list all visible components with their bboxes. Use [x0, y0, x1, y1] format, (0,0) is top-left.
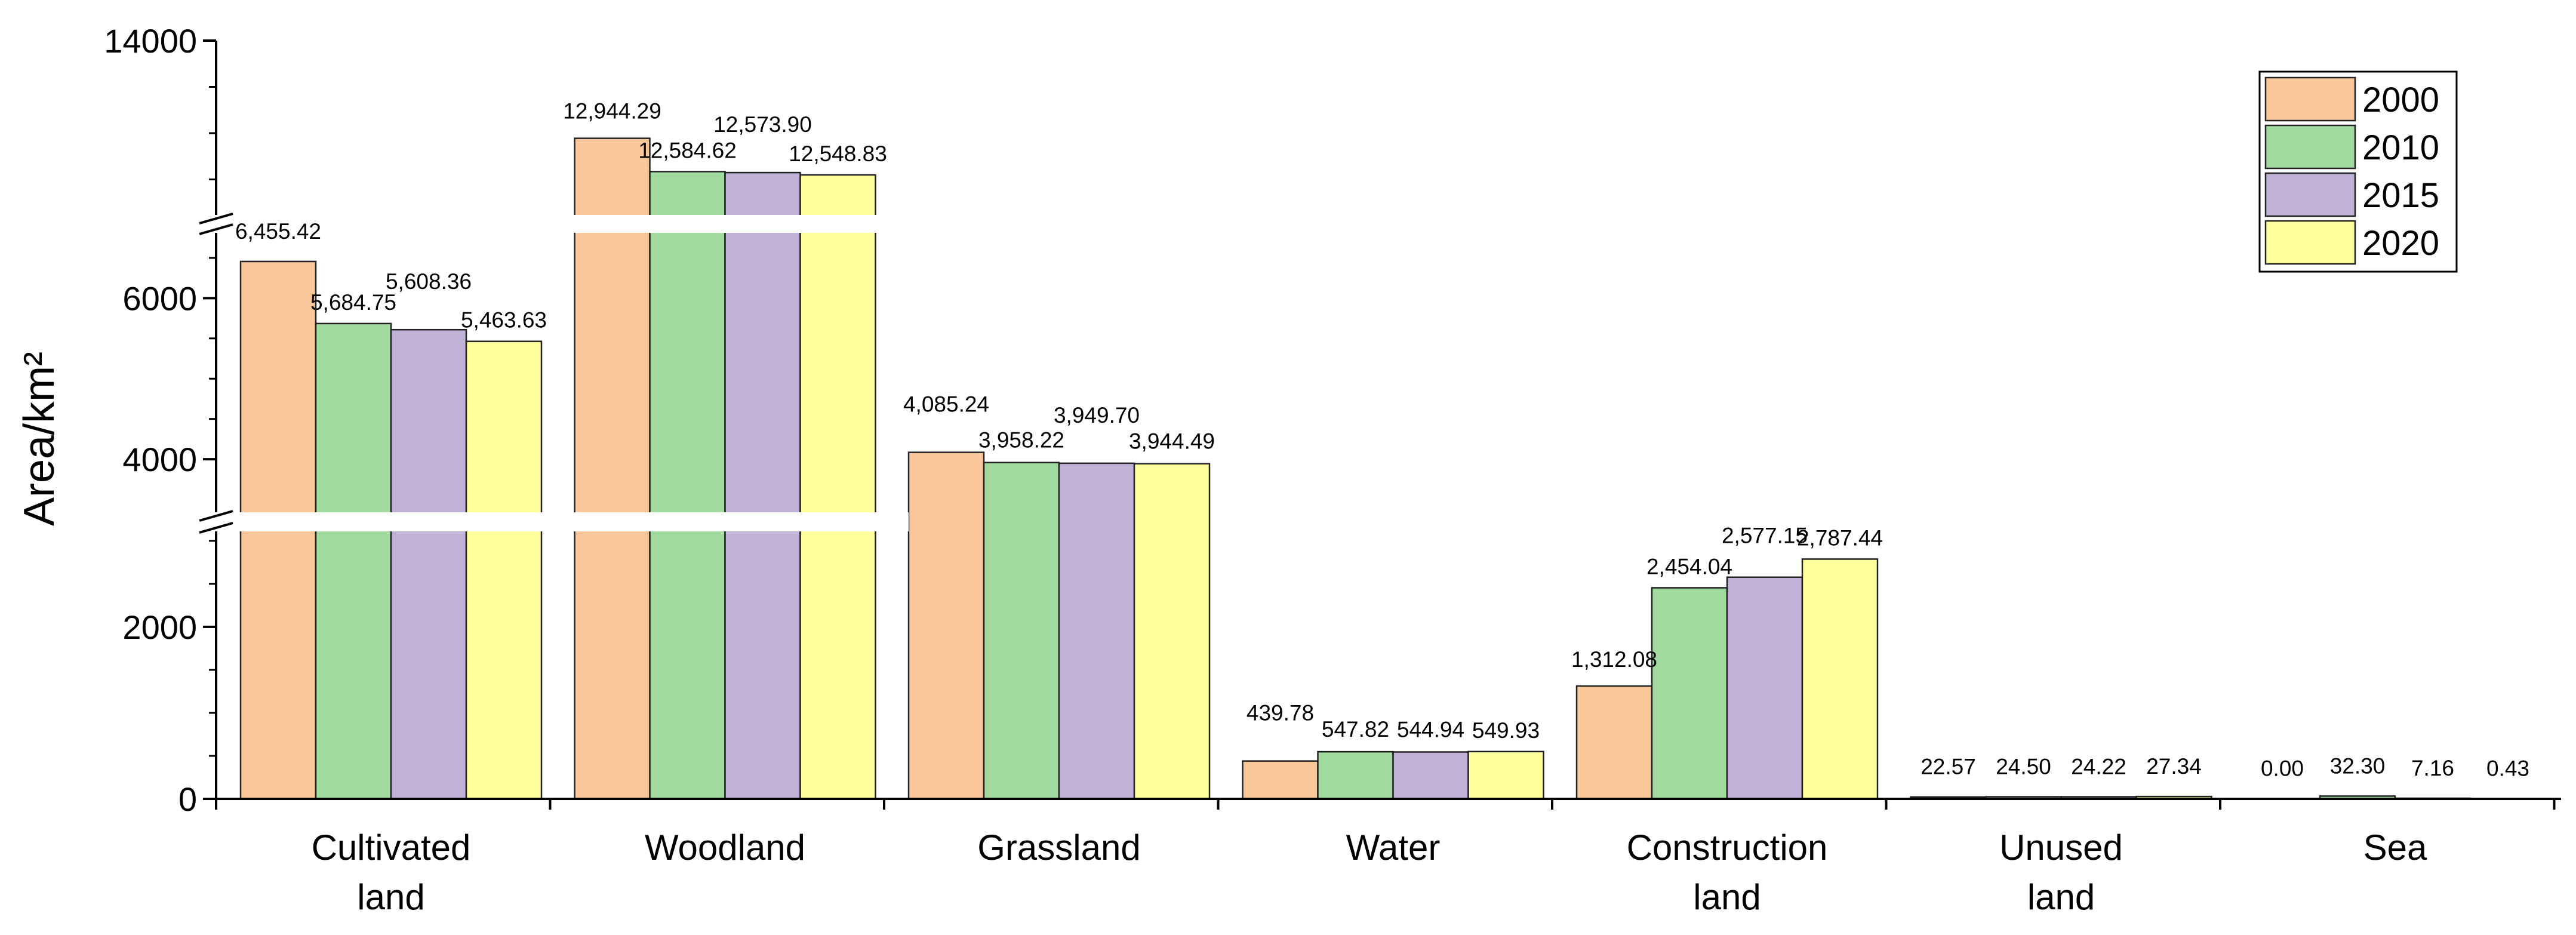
data-label-1-1: 12,584.62 — [638, 138, 737, 162]
bar-0-1 — [315, 322, 392, 800]
data-label-1-0: 12,944.29 — [563, 99, 661, 124]
data-label-5-3: 27.34 — [2146, 754, 2202, 779]
data-label-6-3: 0.43 — [2486, 756, 2529, 781]
legend-swatch-2000 — [2264, 76, 2356, 122]
legend-label-2010: 2010 — [2362, 128, 2439, 167]
bar-4-0 — [1575, 685, 1653, 800]
bar-4-2 — [1726, 576, 1803, 800]
data-label-3-0: 439.78 — [1247, 701, 1314, 725]
bar-3-0 — [1242, 760, 1319, 800]
data-label-2-1: 3,958.22 — [978, 428, 1064, 453]
data-label-0-2: 5,608.36 — [386, 269, 472, 294]
category-label-5: Unused — [1999, 828, 2123, 868]
legend-swatch-2015 — [2264, 172, 2356, 217]
category-label-5: land — [2027, 877, 2095, 917]
y-tick-label: 0 — [178, 780, 197, 818]
y-tick-label: 2000 — [122, 608, 197, 646]
data-label-4-3: 2,787.44 — [1797, 525, 1883, 550]
bar-1-3 — [799, 174, 876, 800]
axis-breaks — [198, 213, 909, 534]
axes: 0 2000 4000 6000 14000 — [104, 22, 2561, 818]
bar-1-0 — [574, 137, 651, 800]
bar-3-1 — [1317, 751, 1394, 800]
axis-break-band-1 — [198, 512, 909, 531]
bar-1-2 — [724, 171, 801, 800]
data-labels: 6,455.42 5,684.755,608.36 5,463.63 12,944.2… — [235, 99, 2529, 781]
axis-break-mark-0 — [199, 213, 233, 224]
data-label-1-2: 12,573.90 — [713, 112, 812, 137]
bar-0-3 — [465, 340, 543, 800]
legend-label-2000: 2000 — [2362, 81, 2439, 119]
bar-2-2 — [1058, 462, 1135, 800]
data-label-3-1: 547.82 — [1322, 717, 1389, 742]
axis-break-mark-1 — [199, 522, 233, 534]
data-label-6-0: 0.00 — [2261, 756, 2304, 781]
bar-3-3 — [1467, 751, 1544, 800]
y-tick-label: 6000 — [122, 279, 197, 317]
y-axis-title: Area/km² — [16, 352, 63, 526]
data-label-5-2: 24.22 — [2071, 755, 2126, 779]
data-label-6-2: 7.16 — [2411, 756, 2454, 780]
bar-4-1 — [1651, 587, 1728, 800]
y-tick-label: 4000 — [122, 441, 197, 478]
legend-label-2020: 2020 — [2362, 224, 2439, 263]
axis-break-mark-0 — [199, 223, 233, 235]
bar-2-0 — [907, 451, 985, 800]
data-label-1-3: 12,548.83 — [789, 142, 887, 166]
category-label-1: Woodland — [645, 828, 805, 868]
bar-0-2 — [390, 328, 467, 800]
data-label-6-1: 32.30 — [2330, 753, 2386, 778]
data-label-2-0: 4,085.24 — [903, 392, 989, 417]
data-label-0-1: 5,684.75 — [310, 290, 396, 315]
legend-swatch-2020 — [2264, 220, 2356, 265]
legend: 2000 2010 2015 2020 — [2258, 70, 2458, 273]
bar-2-1 — [983, 462, 1060, 800]
data-label-3-2: 544.94 — [1397, 717, 1464, 742]
data-label-5-1: 24.50 — [1996, 754, 2051, 779]
data-label-0-0: 6,455.42 — [235, 219, 321, 244]
bar-1-1 — [649, 171, 726, 800]
bars-layer — [239, 137, 2547, 800]
category-label-2: Grassland — [977, 828, 1140, 868]
category-label-0: land — [357, 877, 424, 917]
data-label-5-0: 22.57 — [1921, 755, 1976, 779]
category-label-4: land — [1693, 877, 1761, 917]
data-label-3-3: 549.93 — [1472, 718, 1540, 743]
data-label-2-2: 3,949.70 — [1054, 403, 1140, 427]
bar-4-3 — [1801, 558, 1879, 800]
data-label-2-3: 3,944.49 — [1129, 429, 1215, 454]
data-label-0-3: 5,463.63 — [461, 308, 547, 333]
category-labels: Cultivated land Woodland Grassland Water Cons… — [312, 828, 2427, 917]
category-label-0: Cultivated — [312, 828, 471, 868]
bar-2-3 — [1133, 463, 1211, 800]
y-tick-label: 14000 — [104, 22, 197, 60]
bar-3-2 — [1392, 751, 1469, 800]
axis-break-band-0 — [198, 215, 909, 233]
legend-label-2015: 2015 — [2362, 176, 2439, 215]
data-label-4-0: 1,312.08 — [1571, 647, 1657, 672]
category-label-6: Sea — [2363, 828, 2427, 868]
category-label-4: Construction — [1627, 828, 1828, 868]
category-label-3: Water — [1346, 828, 1441, 868]
data-label-4-2: 2,577.15 — [1722, 524, 1808, 548]
legend-swatch-2010 — [2264, 124, 2356, 170]
data-label-4-1: 2,454.04 — [1646, 554, 1732, 579]
axis-break-mark-1 — [199, 510, 233, 522]
